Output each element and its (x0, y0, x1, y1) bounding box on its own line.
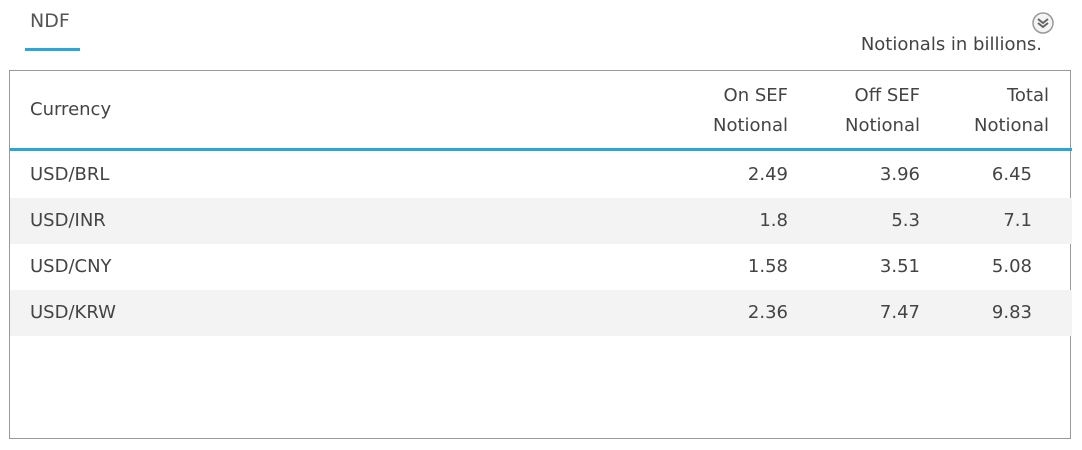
notional-cell: 5.3 (891, 210, 920, 231)
notional-cell: 3.51 (879, 256, 920, 277)
tab-underline (25, 48, 80, 51)
notional-cell: 2.36 (747, 302, 788, 323)
notional-cell: 2.49 (747, 164, 788, 185)
notional-cell: 1.58 (747, 256, 788, 277)
currency-cell: USD/KRW (30, 302, 116, 323)
notional-cell: 1.8 (759, 210, 788, 231)
notional-cell: 3.96 (879, 164, 920, 185)
notional-cell: 7.47 (879, 302, 920, 323)
currency-cell: USD/CNY (30, 256, 112, 277)
notional-cell: 6.45 (991, 164, 1032, 185)
header-rule (10, 148, 1072, 151)
currency-cell: USD/INR (30, 210, 106, 231)
notional-cell: 7.1 (1003, 210, 1032, 231)
column-header: Off SEF Notional (845, 85, 920, 136)
column-header: Total Notional (974, 85, 1049, 136)
currency-cell: USD/BRL (30, 164, 110, 185)
collapse-icon[interactable] (1030, 10, 1056, 36)
notional-cell: 5.08 (991, 256, 1032, 277)
table-row (10, 290, 1072, 336)
notional-cell: 9.83 (991, 302, 1032, 323)
notional-note: Notionals in billions. (860, 34, 1042, 55)
table-row (10, 198, 1072, 244)
table-frame (9, 70, 1071, 439)
column-header: On SEF Notional (713, 85, 788, 136)
tab-title[interactable]: NDF (30, 10, 70, 32)
column-header: Currency (30, 99, 112, 120)
